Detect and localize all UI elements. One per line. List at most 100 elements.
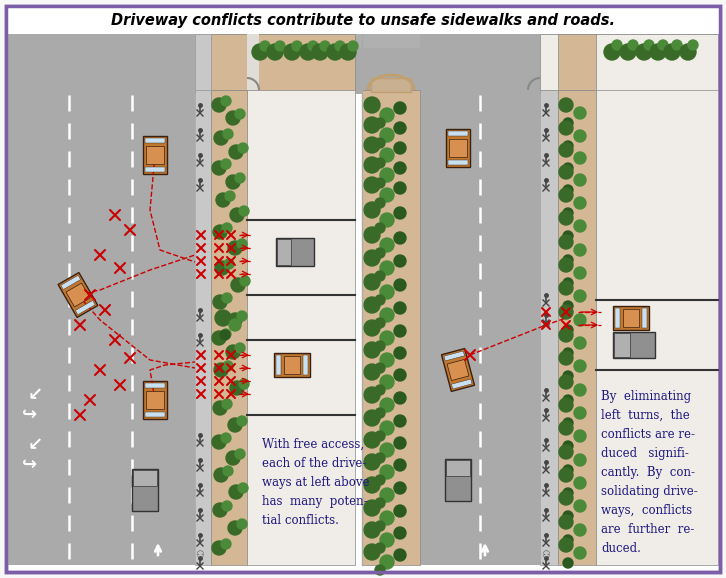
Circle shape [574, 430, 586, 442]
Circle shape [221, 433, 231, 443]
Circle shape [380, 375, 394, 389]
Circle shape [563, 185, 573, 195]
Circle shape [559, 258, 573, 272]
Bar [6, 34, 362, 48]
Circle shape [380, 308, 394, 322]
Circle shape [260, 41, 270, 51]
Bar [540, 34, 718, 90]
Circle shape [215, 310, 231, 326]
Circle shape [364, 274, 380, 290]
Circle shape [235, 343, 245, 353]
Circle shape [214, 468, 228, 482]
Circle shape [574, 314, 586, 326]
Circle shape [574, 384, 586, 396]
Bar [448, 160, 468, 165]
Circle shape [574, 500, 586, 512]
Circle shape [559, 211, 573, 225]
Circle shape [230, 208, 244, 222]
Circle shape [380, 488, 394, 502]
Bar [277, 239, 291, 265]
Circle shape [563, 418, 573, 428]
Circle shape [574, 130, 586, 142]
Text: With free access,
each of the drive-
ways at left above
has  many  poten-
tial c: With free access, each of the drive- way… [262, 438, 370, 527]
Bar [274, 353, 310, 377]
Text: ⚇: ⚇ [195, 550, 205, 560]
Bar [362, 90, 420, 565]
Circle shape [237, 519, 247, 529]
Circle shape [221, 539, 231, 549]
Circle shape [222, 399, 232, 409]
Circle shape [559, 515, 573, 529]
Circle shape [375, 138, 385, 148]
Circle shape [563, 208, 573, 218]
Bar [145, 412, 165, 417]
Text: ⚇: ⚇ [542, 550, 550, 560]
Circle shape [394, 162, 406, 174]
Circle shape [394, 302, 406, 314]
Circle shape [559, 281, 573, 295]
Circle shape [238, 143, 248, 153]
Circle shape [375, 431, 385, 441]
Circle shape [221, 96, 231, 106]
Circle shape [559, 421, 573, 435]
Circle shape [559, 98, 573, 112]
Circle shape [364, 454, 380, 470]
Circle shape [650, 44, 666, 60]
Bar [6, 34, 195, 565]
Circle shape [375, 158, 385, 168]
Circle shape [213, 503, 227, 517]
Circle shape [216, 193, 230, 207]
Circle shape [364, 410, 380, 426]
Circle shape [375, 178, 385, 188]
Circle shape [214, 363, 228, 377]
Circle shape [563, 278, 573, 288]
Circle shape [394, 482, 406, 494]
Circle shape [394, 347, 406, 359]
Circle shape [375, 565, 385, 575]
Bar [145, 167, 165, 172]
Circle shape [563, 163, 573, 173]
Circle shape [364, 522, 380, 538]
Bar [211, 90, 247, 565]
Circle shape [228, 313, 242, 327]
Circle shape [214, 131, 228, 145]
Circle shape [574, 524, 586, 536]
Circle shape [394, 392, 406, 404]
Circle shape [574, 107, 586, 119]
Bar [303, 355, 308, 375]
Circle shape [574, 220, 586, 232]
Circle shape [238, 483, 248, 493]
Bar [76, 301, 95, 315]
Circle shape [574, 337, 586, 349]
Circle shape [226, 175, 240, 189]
Circle shape [308, 41, 318, 51]
Circle shape [559, 165, 573, 179]
Bar [614, 333, 630, 357]
Circle shape [574, 174, 586, 186]
Bar [284, 356, 300, 374]
Circle shape [559, 445, 573, 459]
Circle shape [563, 255, 573, 265]
Circle shape [228, 521, 242, 535]
Circle shape [394, 255, 406, 267]
Circle shape [226, 111, 240, 125]
Bar [145, 138, 165, 143]
Circle shape [563, 441, 573, 451]
Bar [143, 136, 167, 174]
Circle shape [380, 148, 394, 162]
Bar [133, 470, 157, 486]
Circle shape [375, 318, 385, 328]
Circle shape [380, 511, 394, 525]
Circle shape [559, 468, 573, 482]
Circle shape [327, 44, 343, 60]
Circle shape [380, 168, 394, 182]
Circle shape [364, 250, 380, 266]
Circle shape [604, 44, 620, 60]
Circle shape [228, 241, 242, 255]
Circle shape [563, 488, 573, 498]
Circle shape [563, 395, 573, 405]
Text: By  eliminating
left  turns,  the
conflicts are re-
duced   signifi-
cantly.  By: By eliminating left turns, the conflicts… [601, 390, 698, 555]
Circle shape [574, 244, 586, 256]
Circle shape [680, 44, 696, 60]
Circle shape [394, 279, 406, 291]
